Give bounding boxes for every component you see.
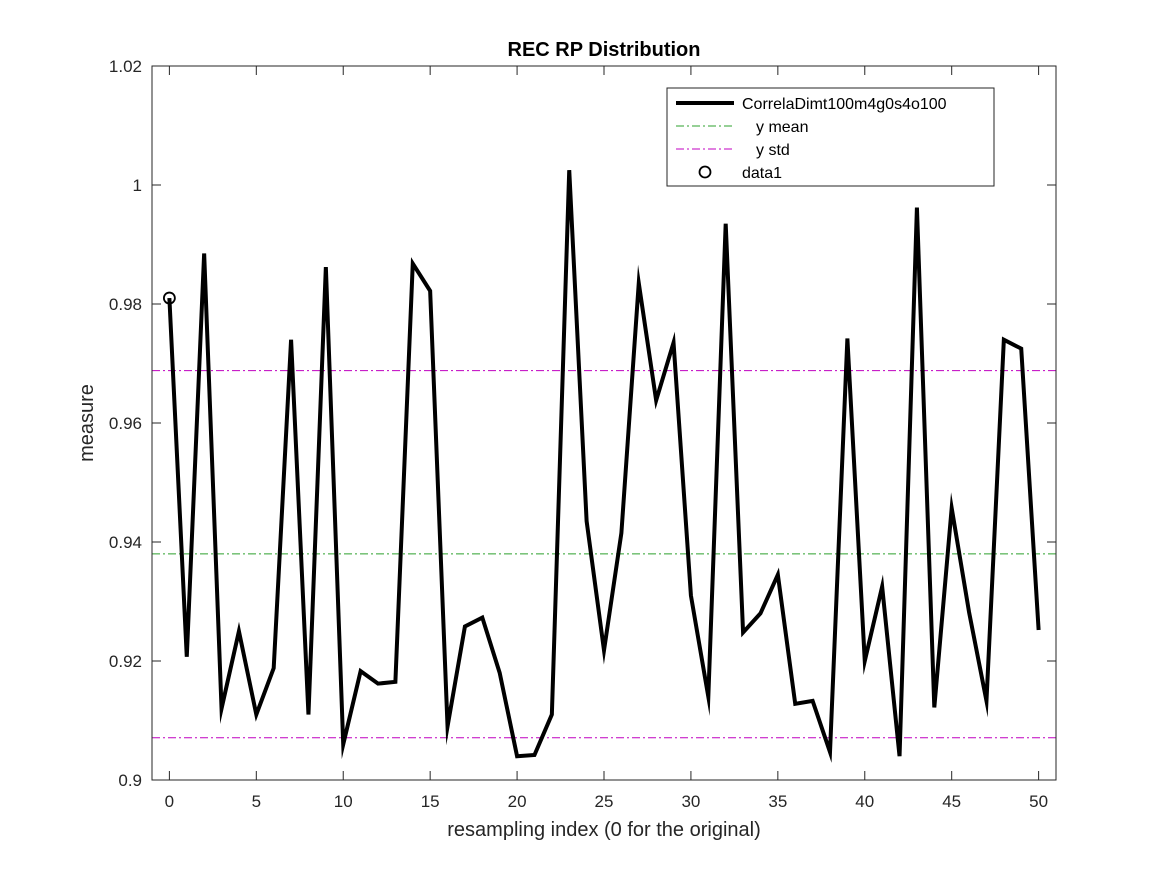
x-tick-label: 40 <box>855 792 874 811</box>
x-tick-labels: 0 5 10 15 20 25 30 35 40 45 50 <box>165 792 1048 811</box>
x-tick-label: 45 <box>942 792 961 811</box>
x-tick-label: 50 <box>1029 792 1048 811</box>
legend-label-main: CorrelaDimt100m4g0s4o100 <box>742 96 947 113</box>
x-tick-label: 20 <box>508 792 527 811</box>
data1-marker <box>162 291 176 305</box>
y-axis-label: measure <box>76 384 98 462</box>
y-tick-label: 0.94 <box>109 533 142 552</box>
x-tick-label: 5 <box>252 792 261 811</box>
legend: CorrelaDimt100m4g0s4o100 y mean y std da… <box>666 87 995 187</box>
legend-label-std: y std <box>756 142 790 159</box>
legend-label-data1: data1 <box>742 165 782 182</box>
x-tick-label: 10 <box>334 792 353 811</box>
series-line <box>167 170 1041 763</box>
y-tick-label: 0.9 <box>118 771 142 790</box>
x-axis-label: resampling index (0 for the original) <box>447 819 761 841</box>
chart-title: REC RP Distribution <box>508 39 701 61</box>
x-tick-label: 0 <box>165 792 174 811</box>
y-tick-labels: 0.9 0.92 0.94 0.96 0.98 1 1.02 <box>109 57 142 790</box>
legend-swatch-marker <box>698 165 712 179</box>
y-tick-label: 1.02 <box>109 57 142 76</box>
y-tick-label: 0.92 <box>109 652 142 671</box>
y-tick-label: 1 <box>133 176 142 195</box>
legend-label-mean: y mean <box>756 119 808 136</box>
x-tick-label: 15 <box>421 792 440 811</box>
y-tick-label: 0.96 <box>109 414 142 433</box>
x-tick-label: 30 <box>681 792 700 811</box>
x-tick-label: 25 <box>595 792 614 811</box>
plot-frame <box>151 65 1057 781</box>
main-series <box>167 170 1041 763</box>
data-markers <box>162 291 176 305</box>
y-tick-label: 0.98 <box>109 295 142 314</box>
x-tick-label: 35 <box>768 792 787 811</box>
